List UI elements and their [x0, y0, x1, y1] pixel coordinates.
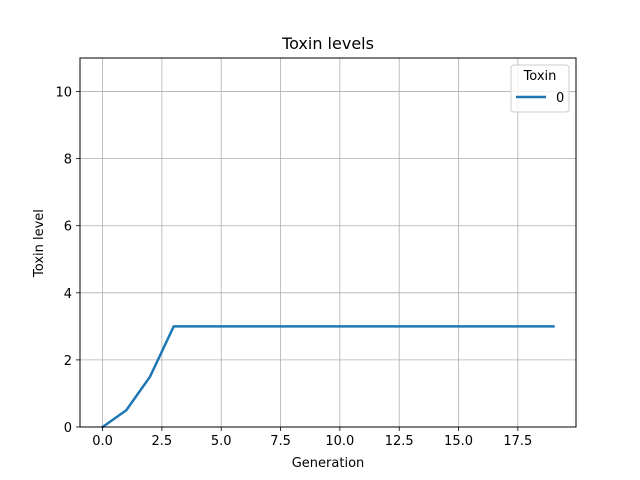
x-tick-label: 2.5 [152, 434, 173, 449]
series-line-0 [100, 325, 555, 429]
legend-title: Toxin [523, 69, 557, 84]
plot-frame [79, 57, 577, 428]
x-tick-label: 12.5 [385, 434, 414, 449]
y-tick-label: 0 [64, 421, 72, 436]
y-axis-ticks: 0 2 4 6 8 10 [55, 86, 80, 436]
y-tick-label: 8 [64, 153, 72, 168]
y-tick-label: 2 [64, 354, 72, 369]
x-axis-ticks: 0.0 2.5 5.0 7.5 10.0 12.5 15.0 17.5 [92, 427, 532, 449]
chart-title: Toxin levels [281, 34, 374, 53]
x-tick-label: 15.0 [444, 434, 473, 449]
y-tick-label: 6 [64, 220, 72, 235]
y-tick-label: 10 [55, 86, 72, 101]
x-tick-label: 10.0 [325, 434, 354, 449]
x-tick-label: 0.0 [92, 434, 113, 449]
series-layer [100, 325, 555, 429]
legend-entry-0: 0 [556, 91, 564, 106]
x-tick-label: 17.5 [503, 434, 532, 449]
legend-box [510, 64, 570, 113]
x-tick-label: 7.5 [270, 434, 291, 449]
x-axis-label: Generation [292, 456, 365, 471]
y-tick-label: 4 [64, 287, 72, 302]
y-axis-label: Toxin level [32, 209, 47, 278]
legend: Toxin 0 [510, 64, 570, 113]
x-tick-label: 5.0 [211, 434, 232, 449]
